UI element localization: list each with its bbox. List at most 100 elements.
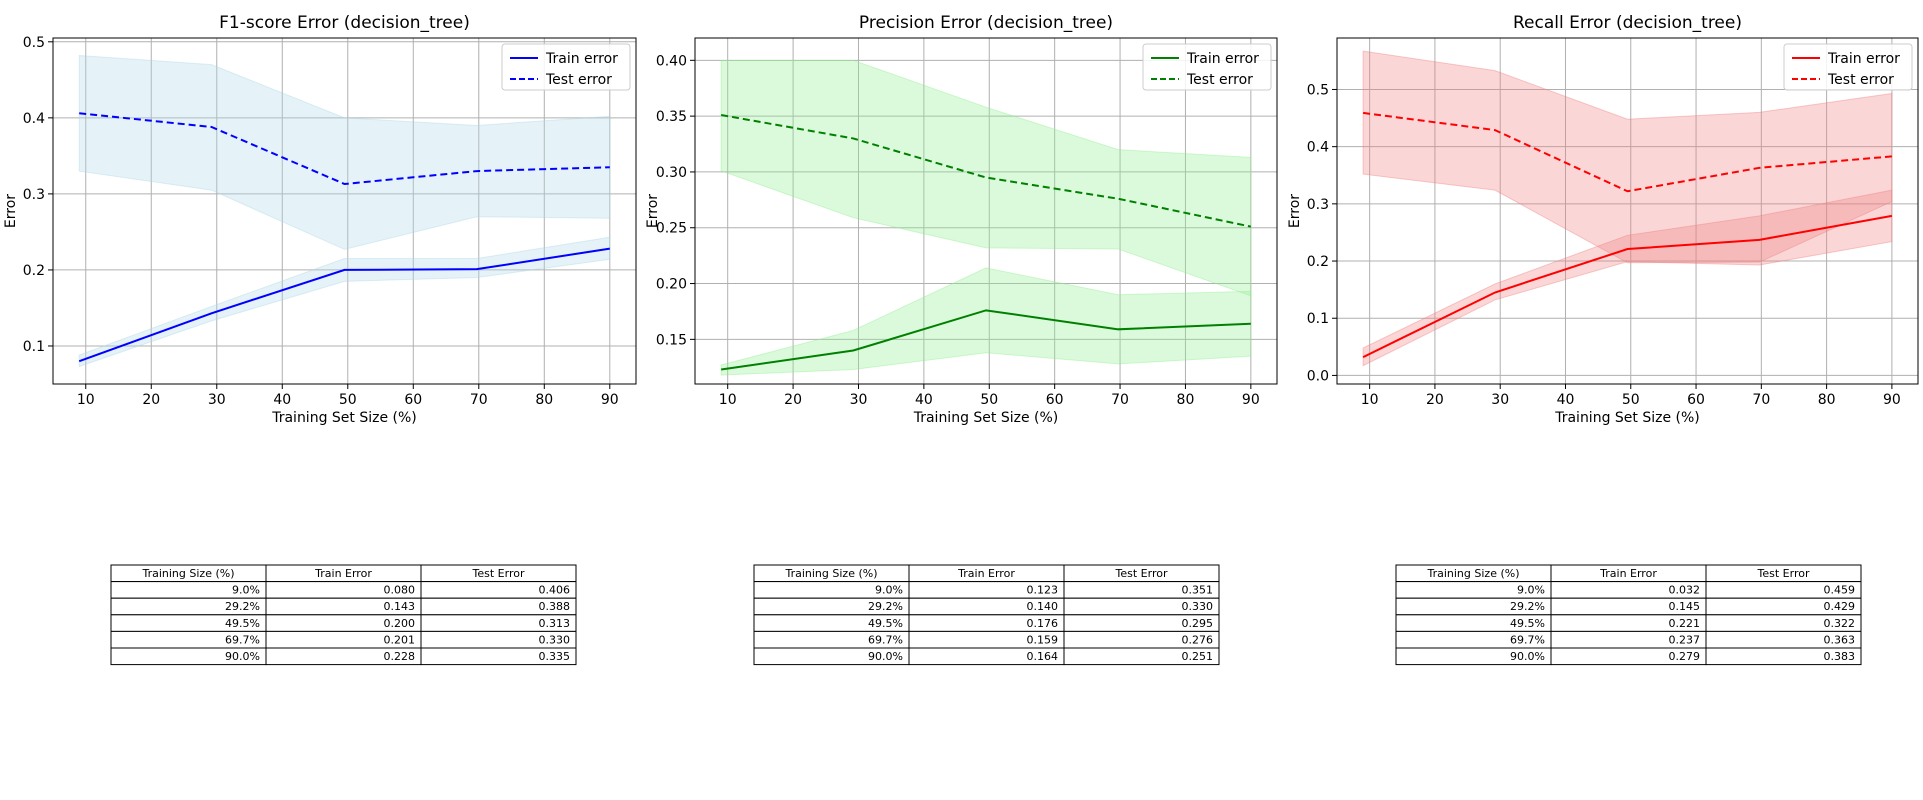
table-cell-text: 0.429	[1824, 600, 1856, 613]
axes-frame	[52, 37, 637, 385]
x-tick-label: 90	[601, 392, 619, 408]
chart-panel-2: 10 20 30 40 50 60 70 80 90 0.15 0.20 0.25 0.30 0.35 0.…	[645, 13, 1278, 426]
x-tick-label: 40	[915, 392, 933, 408]
table-cell-text: 0.123	[1027, 584, 1059, 597]
table-cell-text: 0.176	[1027, 617, 1059, 630]
table-cell-text: 0.080	[384, 584, 416, 597]
table-cell-text: 0.228	[384, 650, 416, 663]
table-cell-text: 29.2%	[1510, 600, 1545, 613]
legend: Train error Test error	[1142, 43, 1272, 91]
y-tick-label: 0.0	[1307, 368, 1329, 384]
table-cell-text: 0.330	[539, 633, 571, 646]
chart-title: Precision Error (decision_tree)	[859, 13, 1113, 33]
table-cell-text: 0.143	[384, 600, 416, 613]
table-cell-text: 0.140	[1027, 600, 1059, 613]
x-axis-label: Training Set Size (%)	[271, 410, 417, 426]
x-tick-label: 10	[719, 392, 737, 408]
legend-label: Train error	[1186, 51, 1259, 67]
table-cell-text: 49.5%	[1510, 617, 1545, 630]
x-tick-label: 10	[1361, 392, 1379, 408]
table-cell-text: 0.313	[539, 617, 571, 630]
y-axis-label: Error	[1287, 194, 1303, 228]
table-header-text: Train Error	[1599, 567, 1657, 580]
x-axis-label: Training Set Size (%)	[1554, 410, 1700, 426]
chart-title: F1-score Error (decision_tree)	[219, 13, 470, 33]
table-cell-text: 0.383	[1824, 650, 1856, 663]
y-tick-label: 0.1	[23, 339, 45, 355]
x-tick-label: 60	[404, 392, 422, 408]
x-tick-label: 20	[1426, 392, 1444, 408]
band-test	[1362, 50, 1893, 264]
x-tick-label: 50	[339, 392, 357, 408]
table-cell-text: 0.276	[1182, 633, 1214, 646]
table-cell	[1705, 647, 1862, 666]
table-cell-text: 49.5%	[868, 617, 903, 630]
legend-label: Test error	[1186, 72, 1253, 88]
table-cell-text: 0.295	[1182, 617, 1214, 630]
y-tick-label: 0.40	[656, 53, 687, 69]
table-cell-text: 49.5%	[225, 617, 260, 630]
y-tick-label: 0.3	[1307, 197, 1329, 213]
table-cell-text: 0.279	[1669, 650, 1701, 663]
table-header-text: Train Error	[314, 567, 372, 580]
legend-label: Train error	[1827, 51, 1900, 67]
table-cell-text: 29.2%	[225, 600, 260, 613]
legend: Train error Test error	[501, 43, 631, 91]
x-tick-label: 20	[142, 392, 160, 408]
x-tick-label: 90	[1242, 392, 1260, 408]
data-table: Training Size (%) Train Error Test Error 9.…	[753, 564, 1220, 666]
table-header-text: Training Size (%)	[784, 567, 877, 580]
y-tick-label: 0.2	[1307, 254, 1329, 270]
table-header-text: Training Size (%)	[1426, 567, 1519, 580]
table-header-text: Test Error	[1757, 567, 1810, 580]
x-tick-label: 30	[208, 392, 226, 408]
y-axis-label: Error	[3, 194, 19, 228]
x-tick-label: 80	[1177, 392, 1195, 408]
x-tick-label: 30	[850, 392, 868, 408]
table-cell-text: 90.0%	[868, 650, 903, 663]
axes-frame	[1336, 37, 1919, 385]
band-train	[1362, 189, 1893, 367]
table-cell-text: 0.251	[1182, 650, 1214, 663]
y-tick-label: 0.20	[656, 277, 687, 293]
series-line-test	[720, 114, 1252, 228]
x-tick-label: 30	[1491, 392, 1509, 408]
y-tick-label: 0.2	[23, 263, 45, 279]
table-cell-text: 0.322	[1824, 617, 1856, 630]
y-tick-label: 0.30	[656, 165, 687, 181]
table-cell-text: 0.406	[539, 584, 571, 597]
y-tick-label: 0.1	[1307, 311, 1329, 327]
x-tick-label: 70	[1111, 392, 1129, 408]
x-tick-label: 70	[470, 392, 488, 408]
chart-panel-1: 10 20 30 40 50 60 70 80 90 0.1 0.2 0.3 0.4 0.5 F1-scor…	[3, 13, 637, 426]
table-header-text: Test Error	[1115, 567, 1168, 580]
x-tick-label: 80	[1818, 392, 1836, 408]
y-tick-label: 0.5	[23, 35, 45, 51]
y-tick-label: 0.5	[1307, 82, 1329, 98]
y-tick-label: 0.15	[656, 332, 687, 348]
x-tick-label: 90	[1883, 392, 1901, 408]
legend: Train error Test error	[1783, 43, 1913, 91]
data-table: Training Size (%) Train Error Test Error 9.…	[110, 564, 577, 666]
table-cell-text: 90.0%	[1510, 650, 1545, 663]
band-test	[78, 54, 611, 250]
table-cell-text: 0.363	[1824, 633, 1856, 646]
table-cell	[1063, 647, 1220, 666]
table-cell-text: 0.201	[384, 633, 416, 646]
legend-label: Test error	[545, 72, 612, 88]
band-train	[720, 267, 1252, 376]
y-tick-label: 0.35	[656, 109, 687, 125]
y-tick-label: 0.4	[1307, 140, 1329, 156]
x-tick-label: 40	[273, 392, 291, 408]
x-tick-label: 50	[980, 392, 998, 408]
table-cell-text: 0.351	[1182, 584, 1214, 597]
table-cell-text: 0.330	[1182, 600, 1214, 613]
table-cell-text: 0.237	[1669, 633, 1701, 646]
table-cell-text: 0.164	[1027, 650, 1059, 663]
table-cell-text: 0.221	[1669, 617, 1701, 630]
table-cell-text: 9.0%	[232, 584, 260, 597]
x-axis-label: Training Set Size (%)	[913, 410, 1059, 426]
table-cell	[420, 647, 577, 666]
y-tick-label: 0.3	[23, 187, 45, 203]
